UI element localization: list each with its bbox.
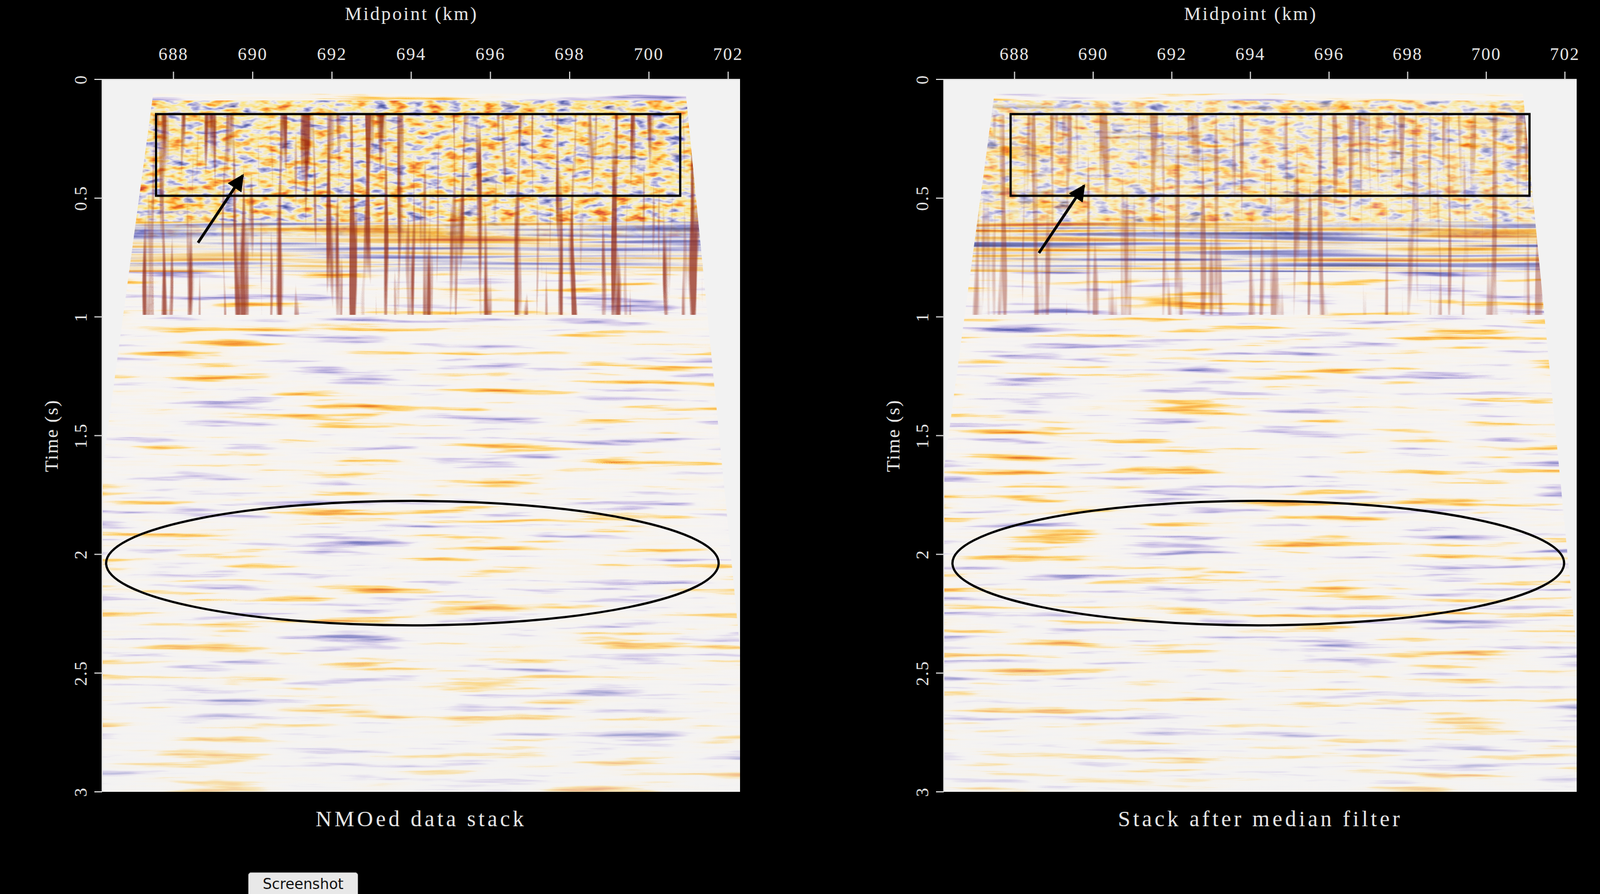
y-tick-label: 2 [912, 549, 933, 560]
x-axis [102, 78, 741, 80]
y-tick [936, 316, 944, 318]
x-tick-label: 696 [1314, 43, 1345, 64]
x-tick-label: 694 [1235, 43, 1266, 64]
annotation-box [156, 113, 681, 196]
panel: 688 690 692 694 696 698 700 702 0 0.5 1 1.5 2 2.5 3 Mid… [41, 3, 744, 832]
y-tick-label: 0.5 [70, 185, 91, 211]
annotation-arrow [198, 175, 244, 243]
x-tick-label: 688 [158, 43, 189, 64]
y-tick [94, 197, 103, 199]
y-tick [936, 672, 944, 674]
x-tick [1564, 71, 1566, 80]
seismic-section [943, 79, 1577, 792]
screenshot-button[interactable]: Screenshot [248, 872, 359, 894]
y-tick [94, 316, 103, 318]
x-axis-label: Midpoint (km) [1184, 3, 1318, 25]
x-tick [1328, 71, 1330, 80]
x-tick [331, 71, 333, 80]
x-tick-label: 692 [317, 43, 347, 64]
x-tick-label: 688 [999, 43, 1030, 64]
x-axis [943, 78, 1577, 80]
y-tick-label: 0 [912, 74, 933, 85]
seismic-texture [102, 79, 741, 792]
y-tick [94, 791, 103, 793]
y-tick-label: 1.5 [912, 423, 933, 449]
y-tick-label: 2.5 [912, 660, 933, 686]
y-tick-label: 3 [912, 786, 933, 797]
y-tick [936, 197, 944, 199]
panel: 688 690 692 694 696 698 700 702 0 0.5 1 1.5 2 2.5 3 Mid… [882, 3, 1581, 832]
y-tick [936, 435, 944, 437]
y-tick-label: 2.5 [70, 660, 91, 686]
annotation-box [1010, 113, 1530, 196]
x-tick [1407, 71, 1409, 80]
y-tick-label: 1 [912, 312, 933, 322]
x-axis-label: Midpoint (km) [344, 3, 479, 25]
x-tick-label: 702 [713, 43, 744, 64]
x-tick [489, 71, 491, 80]
y-tick [936, 553, 944, 555]
y-tick-label: 0.5 [912, 185, 933, 211]
x-tick-label: 694 [396, 43, 427, 64]
x-tick-label: 698 [1392, 43, 1423, 64]
plot-area [102, 79, 741, 792]
title: NMOed data stack [315, 806, 527, 832]
x-tick [1485, 71, 1487, 80]
x-tick-label: 692 [1156, 43, 1187, 64]
x-tick-label: 700 [1471, 43, 1502, 64]
x-tick [648, 71, 650, 80]
seismic-section [102, 79, 741, 792]
x-tick-label: 700 [634, 43, 664, 64]
y-tick-label: 2 [70, 549, 91, 560]
fade [943, 79, 1577, 792]
y-tick-label: 1.5 [70, 423, 91, 449]
fade [102, 79, 741, 792]
y-axis-label: Time (s) [41, 399, 63, 472]
x-tick-label: 698 [554, 43, 585, 64]
y-tick [94, 553, 103, 555]
x-tick [727, 71, 729, 80]
plot-area [943, 79, 1577, 792]
x-tick-label: 690 [1078, 43, 1109, 64]
x-tick [410, 71, 412, 80]
x-tick [1249, 71, 1251, 80]
annotation-ellipse [952, 500, 1565, 626]
x-tick-label: 690 [237, 43, 268, 64]
y-tick-label: 0 [70, 74, 91, 85]
x-tick [172, 71, 174, 80]
annotation-ellipse [106, 500, 719, 626]
x-tick [252, 71, 254, 80]
title: Stack after median filter [1118, 806, 1403, 832]
y-axis-label: Time (s) [882, 399, 904, 472]
x-tick-label: 696 [475, 43, 506, 64]
seismic-texture [943, 79, 1577, 792]
x-tick [1171, 71, 1173, 80]
annotation-arrow [1038, 185, 1084, 253]
y-tick [94, 78, 103, 80]
x-tick [1013, 71, 1015, 80]
y-tick [936, 78, 944, 80]
figure: 688 690 692 694 696 698 700 702 0 0.5 1 1.5 2 2.5 3 Mid… [0, 0, 1600, 894]
canvas: 688 690 692 694 696 698 700 702 0 0.5 1 1.5 2 2.5 3 Mid… [0, 0, 1600, 894]
x-tick [569, 71, 571, 80]
y-tick [94, 672, 103, 674]
y-tick [936, 791, 944, 793]
y-tick-label: 1 [70, 312, 91, 322]
x-tick-label: 702 [1550, 43, 1581, 64]
y-tick [94, 435, 103, 437]
y-tick-label: 3 [70, 786, 91, 797]
x-tick [1092, 71, 1094, 80]
